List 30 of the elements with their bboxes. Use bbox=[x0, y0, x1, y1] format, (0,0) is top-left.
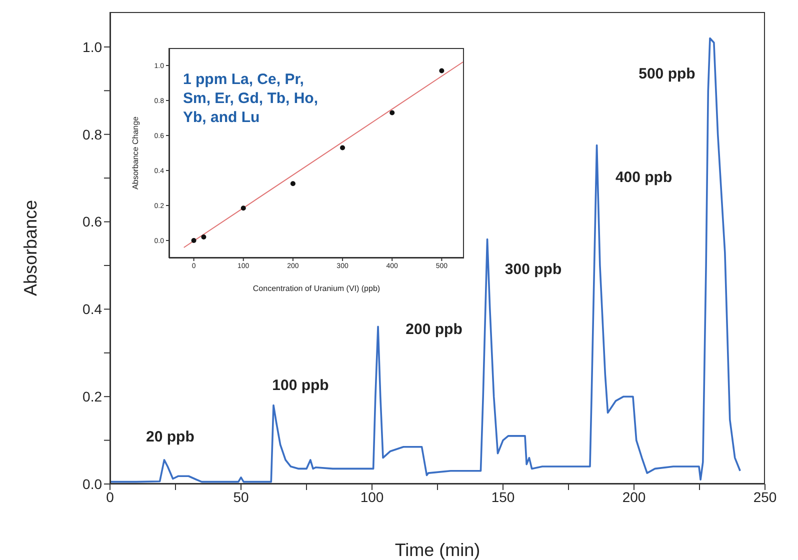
y-tick-label: 0.0 bbox=[82, 476, 102, 492]
annotation: 200 ppb bbox=[406, 321, 462, 338]
x-tick-label: 50 bbox=[233, 488, 249, 505]
y-tick-label: 1.0 bbox=[82, 38, 102, 55]
annotation: 400 ppb bbox=[615, 168, 672, 186]
annotation: 20 ppb bbox=[146, 428, 194, 446]
x-tick-label: 250 bbox=[753, 488, 777, 505]
y-tick-label: 0.2 bbox=[82, 388, 102, 405]
point bbox=[340, 145, 346, 150]
point bbox=[439, 68, 444, 74]
point bbox=[240, 206, 246, 211]
annotation: 500 ppb bbox=[638, 66, 696, 83]
x-axis-title: Time (min) bbox=[394, 540, 480, 560]
point bbox=[390, 110, 395, 116]
x-tick-label: 0 bbox=[106, 488, 114, 505]
point bbox=[191, 238, 196, 243]
y-tick-label: 0.6 bbox=[82, 214, 102, 230]
annotation: 1 ppm La, Ce, Pr, Sm, Er, Gd, Tb, Ho, Yb, and Lu bbox=[183, 70, 320, 127]
annotation: 100 ppb bbox=[272, 376, 329, 394]
y-axis-title: Absorbance Change bbox=[130, 116, 140, 190]
x-tick-label: 100 bbox=[360, 488, 384, 505]
annotation: 300 ppb bbox=[504, 260, 562, 278]
y-tick-label: 0.8 bbox=[82, 126, 102, 142]
point bbox=[201, 234, 206, 240]
x-axis-title: Concentration of Uranium (VI) (ppb) bbox=[252, 284, 380, 293]
x-tick-label: 200 bbox=[622, 488, 646, 505]
y-tick-label: 0.4 bbox=[82, 301, 102, 318]
y-axis-title: Absorbance bbox=[20, 200, 40, 296]
x-tick-label: 150 bbox=[491, 488, 515, 505]
point bbox=[290, 181, 296, 186]
